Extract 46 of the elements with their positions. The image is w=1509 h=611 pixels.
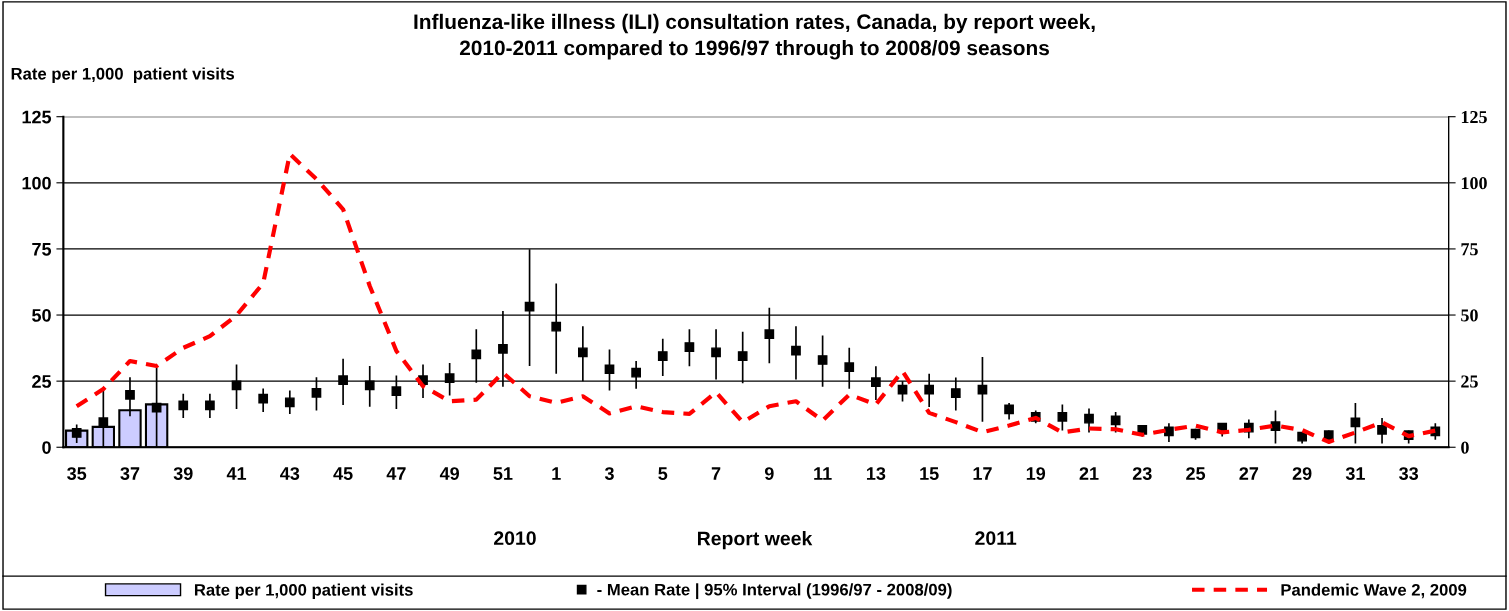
x-tick-label: 39 — [173, 467, 193, 480]
x-tick-label: 51 — [493, 467, 513, 480]
x-tick-label: 35 — [67, 467, 87, 480]
x-tick-label: 43 — [280, 467, 300, 480]
y-tick-label: 25 — [32, 375, 52, 388]
x-tick-label: 45 — [333, 467, 353, 480]
x-tick-label: 9 — [764, 467, 774, 480]
x-tick-label: 31 — [1345, 467, 1365, 480]
chart-title: Influenza-like illness (ILI) consultation rates, Canada, by report week, 2010-2011 compared to 1996/97 through to 2008/09 seasons — [414, 13, 1095, 60]
y2-tick-label: 125 — [1461, 111, 1487, 124]
x-tick-label: 29 — [1292, 467, 1312, 480]
x-tick-label: 27 — [1239, 467, 1259, 480]
x-tick-label: 47 — [386, 467, 406, 480]
y2-tick-label: 100 — [1461, 177, 1487, 190]
y-tick-label: 100 — [22, 176, 51, 190]
x-tick-label: 21 — [1079, 467, 1099, 480]
x-tick-label: 15 — [920, 467, 939, 480]
x-tick-label: 1 — [552, 467, 561, 480]
x-tick-label: 49 — [439, 467, 460, 480]
y2-tick-label: 0 — [1461, 441, 1469, 454]
x-tick-label: 13 — [866, 467, 886, 480]
x-tick-label: 3 — [604, 467, 614, 480]
legend-label: Pandemic Wave 2, 2009 — [1281, 583, 1467, 599]
y-tick-label: 75 — [32, 243, 52, 256]
x-tick-label: 37 — [120, 467, 140, 480]
x-tick-label: 17 — [973, 467, 992, 480]
y2-tick-label: 75 — [1461, 243, 1478, 256]
x-tick-label: 23 — [1132, 467, 1152, 480]
legend-label: - Mean Rate | 95% Interval (1996/97 - 2008/09) — [597, 583, 952, 600]
y2-tick-label: 50 — [1461, 309, 1478, 322]
y2-tick-label: 25 — [1461, 375, 1478, 388]
y-tick-label: 0 — [42, 441, 51, 454]
y-axis-title: Rate per 1,000 patient visits — [11, 67, 235, 83]
x-tick-label: 41 — [226, 467, 247, 480]
text: 2011 — [975, 531, 1017, 546]
x-axis-title: Report week — [697, 531, 813, 550]
legend-label: Rate per 1,000 patient visits — [194, 583, 413, 600]
x-tick-label: 7 — [711, 467, 721, 480]
x-tick-label: 5 — [658, 467, 668, 480]
text: 2010 — [494, 531, 536, 546]
x-tick-label: 33 — [1399, 467, 1419, 480]
y-tick-label: 50 — [32, 308, 51, 322]
x-tick-label: 11 — [814, 467, 832, 480]
x-tick-label: 25 — [1186, 467, 1206, 480]
x-tick-label: 19 — [1026, 467, 1046, 480]
y-tick-label: 125 — [22, 110, 52, 124]
